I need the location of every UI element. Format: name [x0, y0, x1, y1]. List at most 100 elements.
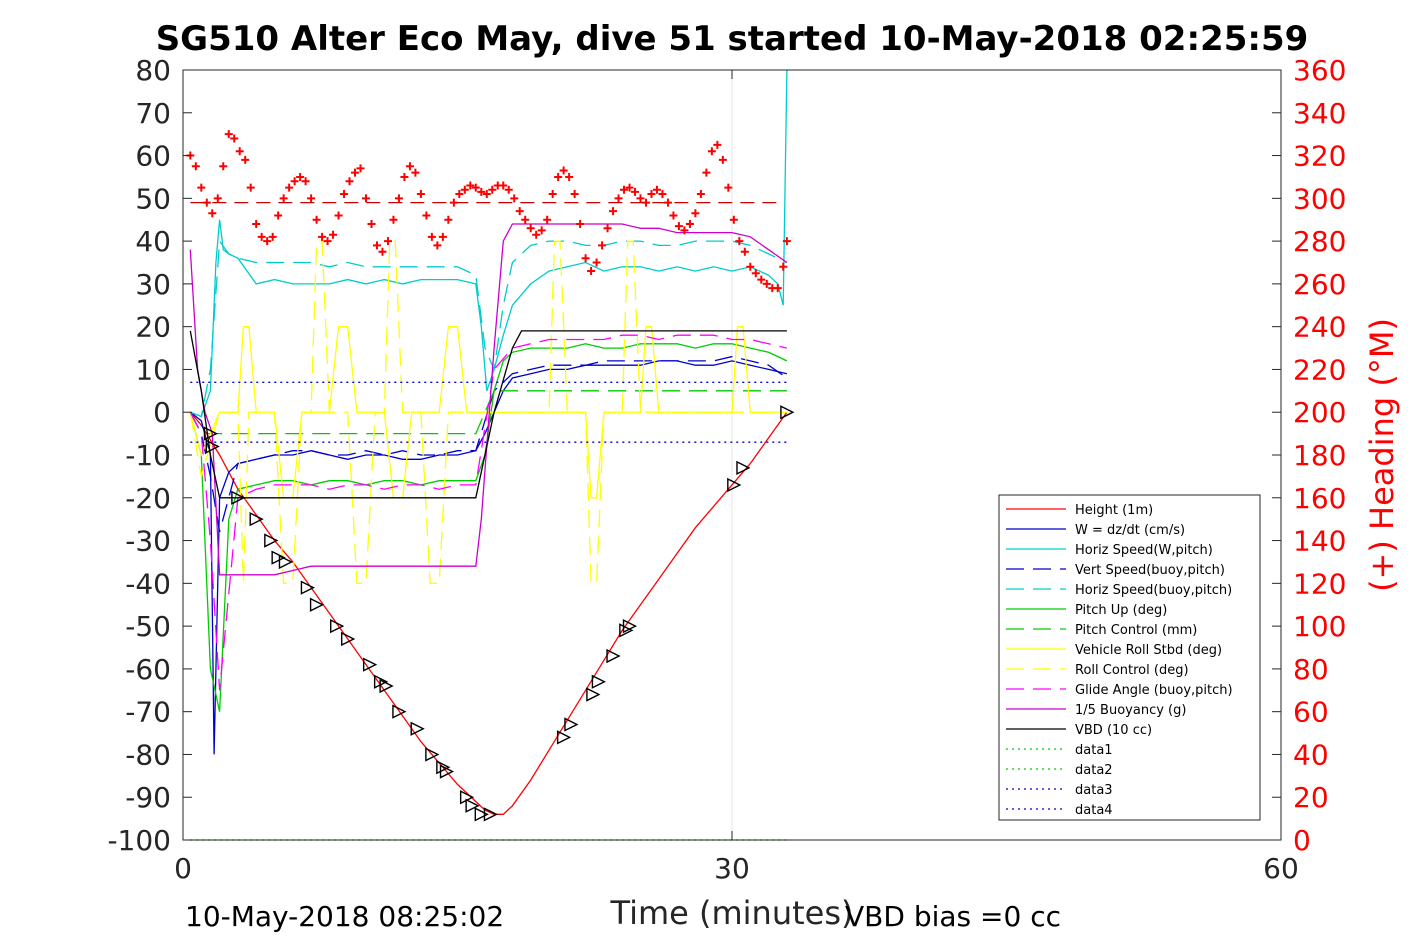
right-tick-label: 300 [1293, 182, 1346, 215]
right-tick-label: 340 [1293, 97, 1346, 130]
legend-label: Height (1m) [1075, 503, 1153, 518]
legend-label: Vehicle Roll Stbd (deg) [1075, 643, 1222, 658]
heading-point [757, 275, 766, 284]
heading-point [427, 232, 436, 241]
series-line [190, 239, 788, 418]
left-tick-label: -60 [125, 653, 171, 686]
heading-point [367, 220, 376, 228]
left-tick-label: 10 [135, 353, 171, 386]
depth-marker [278, 554, 294, 570]
heading-point [680, 226, 689, 235]
heading-point [197, 183, 206, 192]
depth-marker [591, 674, 606, 689]
heading-point [383, 237, 392, 246]
heading-point [707, 147, 716, 156]
heading-point [762, 279, 771, 288]
right-tick-label: 280 [1293, 225, 1346, 258]
heading-point [230, 134, 239, 143]
right-tick-label: 320 [1293, 140, 1346, 173]
right-tick-label: 60 [1293, 696, 1329, 729]
series-line [189, 343, 788, 712]
depth-marker [483, 807, 499, 822]
heading-layer [186, 130, 791, 293]
depth-marker [203, 426, 219, 441]
heading-point [301, 177, 310, 186]
left-tick-label: 50 [135, 182, 171, 215]
heading-point [444, 215, 453, 224]
heading-point [543, 215, 552, 224]
heading-point [724, 183, 733, 192]
legend-label: data4 [1075, 803, 1113, 818]
heading-point [510, 194, 519, 203]
legend-label: Glide Angle (buoy,pitch) [1075, 683, 1233, 698]
right-tick-label: 100 [1293, 610, 1346, 643]
heading-point [773, 284, 782, 293]
left-tick-label: -20 [125, 482, 171, 515]
heading-point [499, 181, 508, 190]
legend-label: W = dz/dt (cm/s) [1075, 523, 1185, 538]
heading-point [268, 232, 277, 241]
heading-point [620, 185, 629, 194]
heading-point [702, 168, 711, 177]
series-line [189, 326, 787, 499]
heading-point [285, 183, 294, 192]
heading-point [466, 181, 475, 190]
heading-point [482, 190, 491, 199]
depth-marker [606, 648, 621, 664]
heading-point [213, 194, 222, 203]
left-y-axis: 80 70 60 50 40 30 20 10 0 -10 -20 -30 -40 -50 -60 -70 -8… [107, 54, 192, 857]
series-line [189, 334, 788, 691]
depth-marker [330, 618, 345, 634]
depth-marker [727, 477, 742, 493]
heading-point [274, 211, 283, 220]
left-tick-label: -50 [125, 610, 171, 643]
depth-marker [249, 512, 264, 527]
heading-point [219, 162, 228, 171]
right-tick-label: 180 [1293, 439, 1346, 472]
heading-point [471, 183, 480, 192]
heading-point [257, 232, 266, 241]
heading-point [740, 247, 749, 256]
legend-label: Pitch Control (mm) [1075, 623, 1197, 638]
heading-point [652, 185, 661, 194]
right-tick-label: 220 [1293, 353, 1346, 386]
heading-point [279, 194, 288, 203]
heading-point [504, 185, 513, 194]
heading-point [751, 269, 760, 278]
heading-point [576, 220, 585, 228]
depth-marker [341, 631, 356, 647]
left-tick-label: -90 [125, 781, 171, 814]
right-tick-label: 120 [1293, 567, 1346, 600]
heading-point [433, 241, 442, 250]
depth-marker [205, 439, 220, 454]
heading-point [729, 215, 738, 224]
heading-point [647, 190, 656, 199]
heading-point [658, 190, 667, 199]
depth-marker [264, 533, 279, 548]
depth-marker [392, 704, 407, 719]
legend-label: data1 [1075, 743, 1113, 758]
x-axis-label: Time (minutes) [610, 894, 854, 932]
series-layer [189, 69, 788, 841]
heading-point [636, 194, 645, 203]
series-line [189, 390, 787, 435]
heading-point [438, 232, 447, 241]
heading-point [554, 172, 563, 181]
heading-point [246, 183, 255, 192]
heading-point [515, 207, 524, 216]
heading-point [592, 258, 601, 267]
legend-label: VBD (10 cc) [1075, 723, 1152, 738]
left-tick-label: -80 [125, 738, 171, 771]
heading-point [532, 230, 541, 239]
depth-marker [309, 597, 325, 612]
heading-point [718, 155, 727, 164]
heading-point [323, 237, 332, 246]
depth-marker [619, 623, 634, 638]
heading-point [460, 185, 469, 194]
heading-point [307, 194, 316, 203]
depth-marker [780, 405, 795, 420]
heading-point [252, 220, 261, 228]
left-tick-label: 70 [135, 97, 171, 130]
heading-point [422, 211, 431, 220]
heading-point [356, 164, 365, 173]
